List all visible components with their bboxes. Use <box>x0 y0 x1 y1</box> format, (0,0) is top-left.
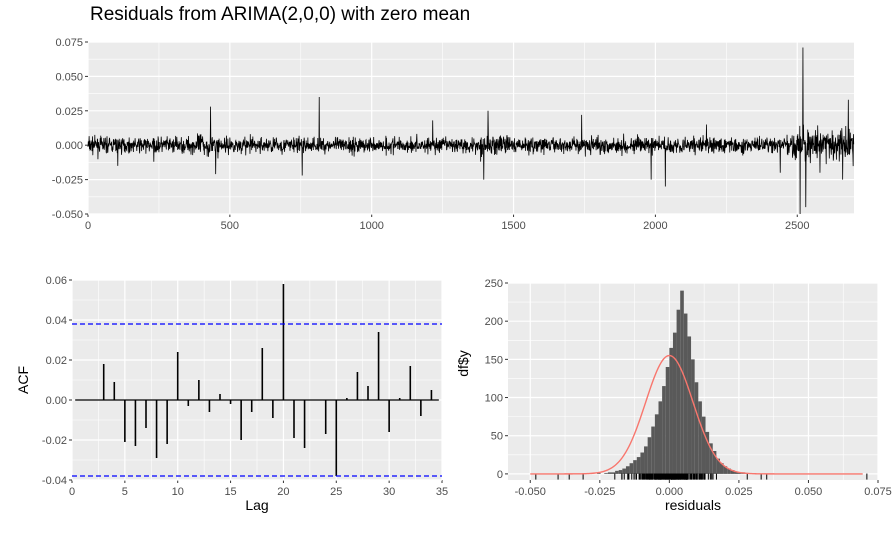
hist-bar <box>676 309 681 474</box>
acf-x-tick-label: 25 <box>330 486 342 498</box>
hist-bar <box>647 437 652 474</box>
ts-y-tick-label: 0.025 <box>55 106 83 118</box>
hist-x-axis-label: residuals <box>665 497 721 513</box>
ts-x-tick-label: 0 <box>85 220 91 232</box>
hist-bar <box>662 386 666 474</box>
ts-x-tick-label: 1500 <box>501 220 525 232</box>
hist-bar <box>615 470 619 474</box>
hist-bar <box>680 290 684 474</box>
hist-bar <box>716 458 720 474</box>
acf-x-tick-label: 30 <box>383 486 395 498</box>
ts-y-tick-label: 0.075 <box>55 37 83 49</box>
hist-x-tick-label: 0.075 <box>864 486 892 498</box>
ts-y-tick-label: -0.025 <box>52 175 83 187</box>
hist-bar <box>683 313 688 474</box>
ts-y-tick-label: -0.050 <box>52 209 83 221</box>
hist-bar <box>604 473 608 474</box>
hist-bar <box>727 468 731 474</box>
hist-y-tick-label: 150 <box>485 354 503 366</box>
hist-y-tick-label: 50 <box>491 431 503 443</box>
hist-bar <box>709 443 713 474</box>
chart-title: Residuals from ARIMA(2,0,0) with zero me… <box>90 4 471 25</box>
acf-x-tick-label: 35 <box>436 486 448 498</box>
acf-y-tick-label: 0.06 <box>46 275 67 287</box>
ts-x-tick-label: 1000 <box>359 220 383 232</box>
hist-y-tick-label: 0 <box>497 469 503 481</box>
hist-bar <box>633 460 637 474</box>
acf-y-tick-label: -0.04 <box>42 475 67 487</box>
hist-bar <box>636 457 641 474</box>
acf-x-tick-label: 20 <box>277 486 289 498</box>
hist-bar <box>658 401 663 474</box>
hist-bar <box>701 416 706 474</box>
acf-y-tick-label: -0.02 <box>42 435 67 447</box>
hist-bar <box>705 431 710 474</box>
hist-bar <box>694 382 699 474</box>
ts-y-tick-label: 0.050 <box>55 71 83 83</box>
ts-x-tick-label: 500 <box>221 220 239 232</box>
hist-bar <box>669 347 673 474</box>
hist-bar <box>719 463 724 474</box>
acf-x-tick-label: 10 <box>172 486 184 498</box>
acf-x-tick-label: 0 <box>69 486 75 498</box>
hist-x-tick-label: 0.025 <box>725 486 753 498</box>
hist-bar <box>723 466 728 474</box>
hist-bar <box>734 471 739 474</box>
hist-bar <box>640 452 645 474</box>
hist-x-tick-label: -0.025 <box>584 486 615 498</box>
hist-x-tick-label: 0.050 <box>795 486 823 498</box>
hist-x-tick-label: 0.000 <box>656 486 684 498</box>
ts-x-tick-label: 2500 <box>785 220 809 232</box>
hist-bar <box>625 466 630 474</box>
acf-y-tick-label: 0.00 <box>46 395 67 407</box>
hist-x-tick-label: -0.050 <box>515 486 546 498</box>
hist-bar <box>654 414 659 474</box>
hist-bar <box>644 446 648 474</box>
hist-bar <box>611 472 616 474</box>
acf-y-tick-label: 0.02 <box>46 355 67 367</box>
hist-bar <box>651 426 655 474</box>
hist-bar <box>629 463 634 474</box>
ts-y-tick-label: 0.000 <box>55 140 83 152</box>
hist-bar <box>712 450 717 474</box>
hist-bar <box>730 470 735 474</box>
hist-bar <box>698 401 702 474</box>
acf-y-tick-label: 0.04 <box>46 315 67 327</box>
hist-bar <box>618 470 623 474</box>
hist-y-tick-label: 250 <box>485 278 503 290</box>
ts-x-tick-label: 2000 <box>643 220 667 232</box>
acf-x-axis-label: Lag <box>245 497 268 513</box>
hist-bar <box>672 332 677 474</box>
acf-y-axis-label: ACF <box>15 366 31 394</box>
hist-bar <box>622 468 626 474</box>
residual-series-line <box>87 47 855 215</box>
hist-bar <box>691 359 695 474</box>
acf-x-tick-label: 15 <box>224 486 236 498</box>
acf-x-tick-label: 5 <box>122 486 128 498</box>
hist-y-tick-label: 100 <box>485 393 503 405</box>
hist-y-axis-label: df$y <box>455 350 471 376</box>
hist-bar <box>597 473 601 474</box>
hist-bar <box>687 336 692 474</box>
hist-y-tick-label: 200 <box>485 316 503 328</box>
hist-density-curve <box>530 354 863 475</box>
hist-bar <box>665 366 670 474</box>
hist-bar <box>607 472 612 474</box>
